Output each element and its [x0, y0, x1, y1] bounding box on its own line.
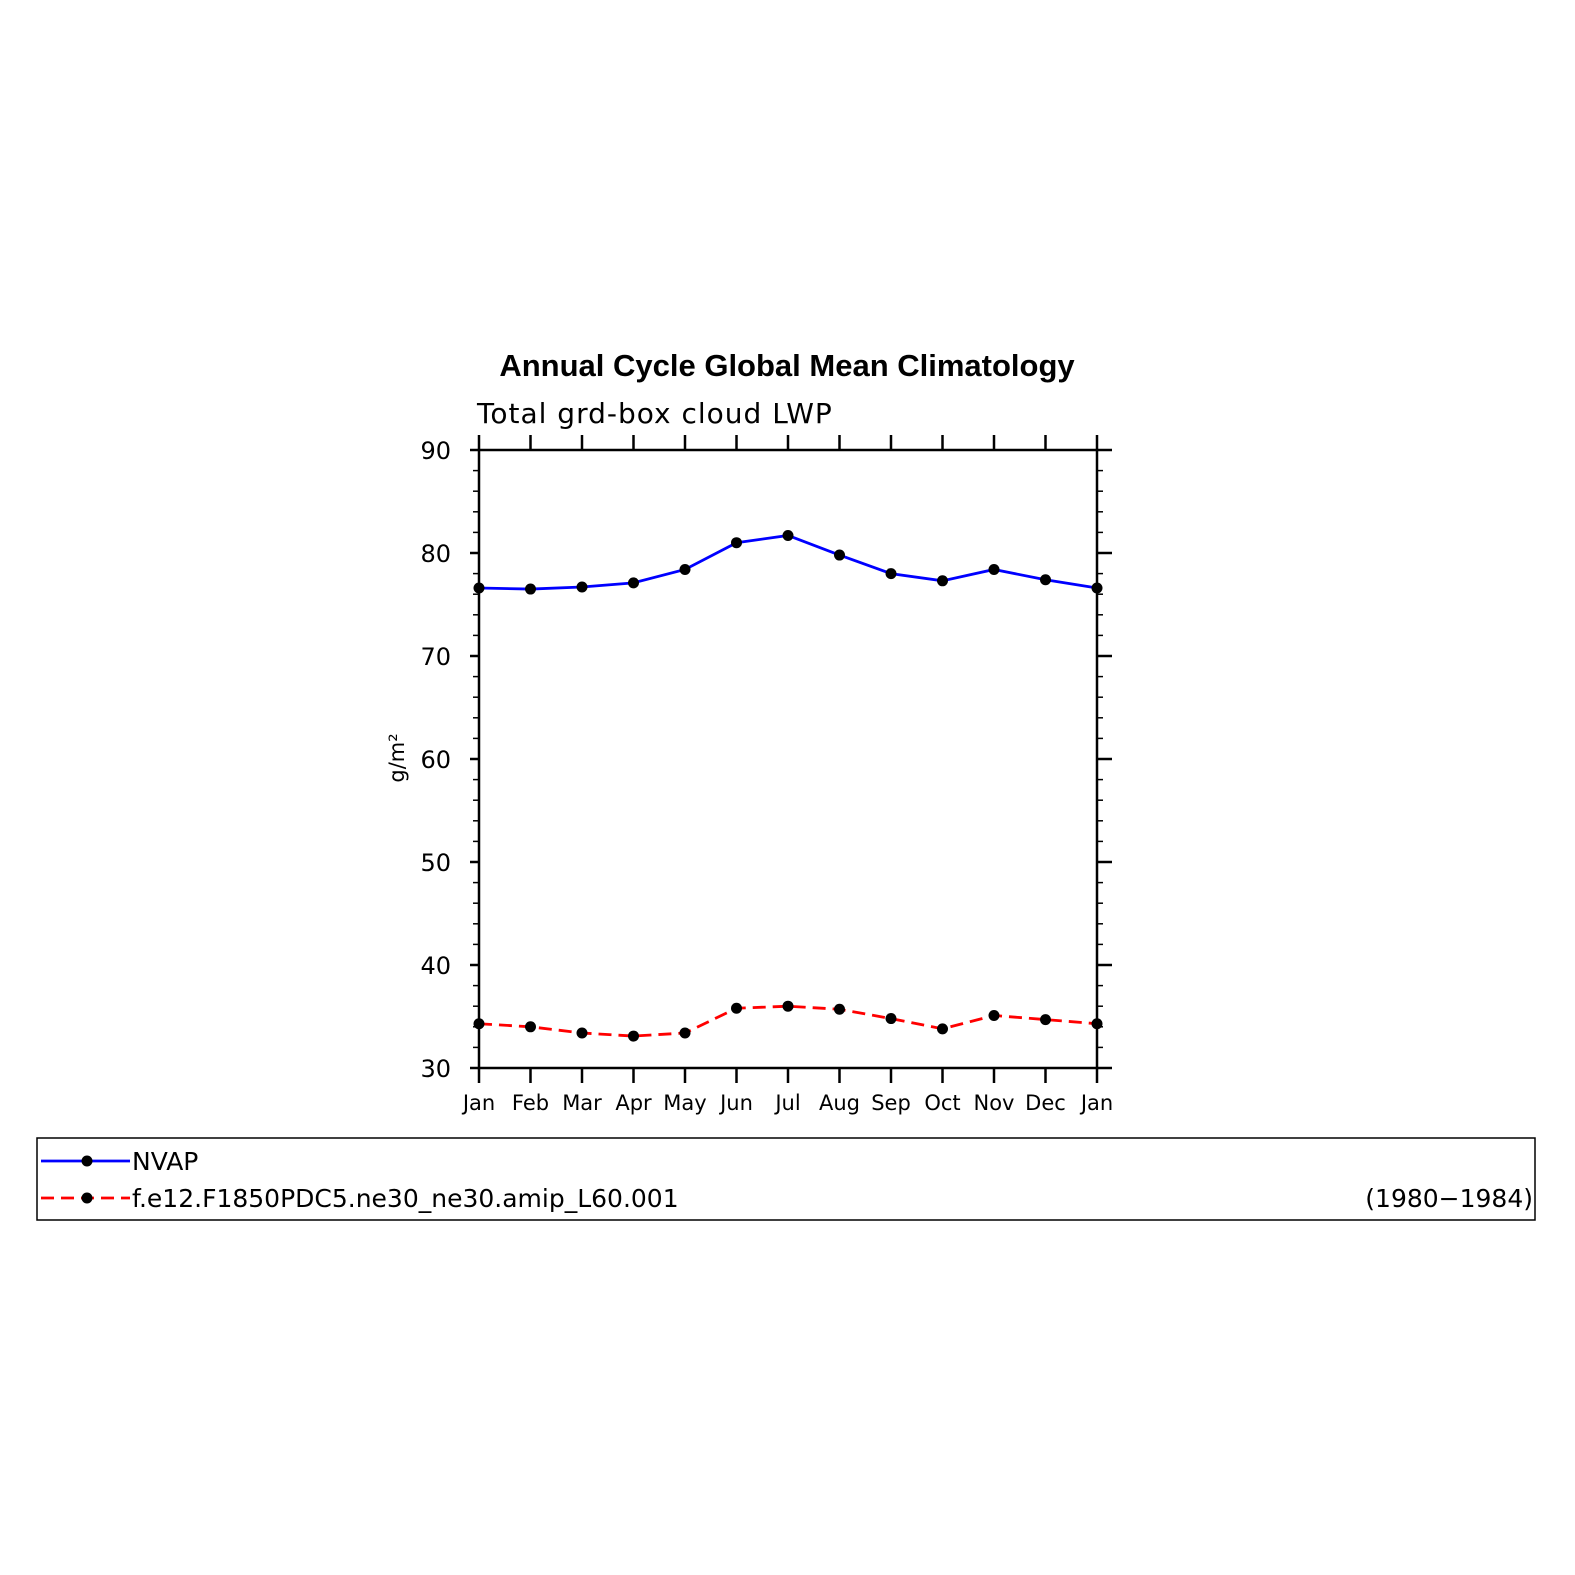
data-point — [834, 549, 845, 561]
legend-marker-2 — [81, 1192, 93, 1204]
data-point — [731, 537, 742, 549]
data-point — [1040, 1014, 1051, 1026]
data-point — [628, 1030, 639, 1042]
x-tick-label: Oct — [924, 1091, 960, 1115]
x-tick-label: Jan — [1079, 1091, 1113, 1115]
x-tick-label: Jan — [461, 1091, 495, 1115]
x-tick-label: Mar — [562, 1091, 602, 1115]
x-tick-label: Sep — [871, 1091, 911, 1115]
data-point — [1040, 574, 1051, 586]
y-tick-label: 50 — [420, 849, 451, 877]
x-tick-label: Apr — [615, 1091, 652, 1115]
legend-label-1: NVAP — [132, 1147, 198, 1176]
y-tick-label: 70 — [420, 643, 451, 671]
axes: 30 40 50 60 70 80 90 Jan Feb Mar Apr May Jun Jul Aug Se… — [420, 435, 1113, 1115]
x-tick-label: Dec — [1025, 1091, 1066, 1115]
x-tick-label: Aug — [819, 1091, 860, 1115]
data-point — [576, 581, 588, 593]
chart-subtitle: Total grd-box cloud LWP — [476, 397, 833, 430]
legend-box — [36, 1137, 1536, 1221]
x-tick-label: Nov — [974, 1091, 1015, 1115]
x-tick-label: Feb — [512, 1091, 549, 1115]
data-point — [988, 1009, 1000, 1021]
legend-label-2: f.e12.F1850PDC5.ne30_ne30.amip_L60.001 — [132, 1184, 679, 1213]
data-point — [473, 1018, 485, 1030]
data-point — [731, 1002, 742, 1014]
y-tick-label: 80 — [420, 540, 451, 568]
series-layer — [473, 529, 1103, 1042]
data-point — [885, 1013, 897, 1025]
data-point — [628, 577, 639, 589]
data-point — [937, 575, 948, 587]
data-point — [782, 1000, 794, 1012]
y-tick-label: 30 — [420, 1055, 451, 1083]
y-tick-label: 90 — [420, 437, 451, 465]
data-point — [782, 529, 794, 541]
data-point — [1091, 582, 1103, 594]
x-tick-label: Jul — [773, 1091, 800, 1115]
data-point — [473, 582, 485, 594]
y-tick-label: 40 — [420, 952, 451, 980]
data-point — [885, 568, 897, 580]
legend-period-label: (1980−1984) — [1365, 1184, 1533, 1213]
y-axis-label-text: g/m² — [385, 733, 409, 782]
chart-title: Annual Cycle Global Mean Climatology — [499, 348, 1075, 383]
data-point — [988, 563, 1000, 575]
data-point — [525, 1021, 536, 1033]
legend-marker-1 — [81, 1155, 93, 1167]
data-point — [679, 1027, 691, 1039]
series-1 — [473, 529, 1103, 595]
series-2 — [473, 1000, 1103, 1042]
data-point — [679, 563, 691, 575]
plot-frame — [477, 448, 1099, 1070]
y-axis-label: g/m² — [385, 733, 409, 782]
data-point — [525, 583, 536, 595]
data-point — [937, 1023, 948, 1035]
data-point — [576, 1027, 588, 1039]
x-tick-label: May — [663, 1091, 706, 1115]
legend: NVAP f.e12.F1850PDC5.ne30_ne30.amip_L60.0… — [36, 1137, 1536, 1221]
y-tick-label: 60 — [420, 746, 451, 774]
data-point — [1091, 1018, 1103, 1030]
x-tick-label: Jun — [718, 1091, 753, 1115]
series-line-1 — [478, 534, 1098, 591]
data-point — [834, 1003, 845, 1015]
